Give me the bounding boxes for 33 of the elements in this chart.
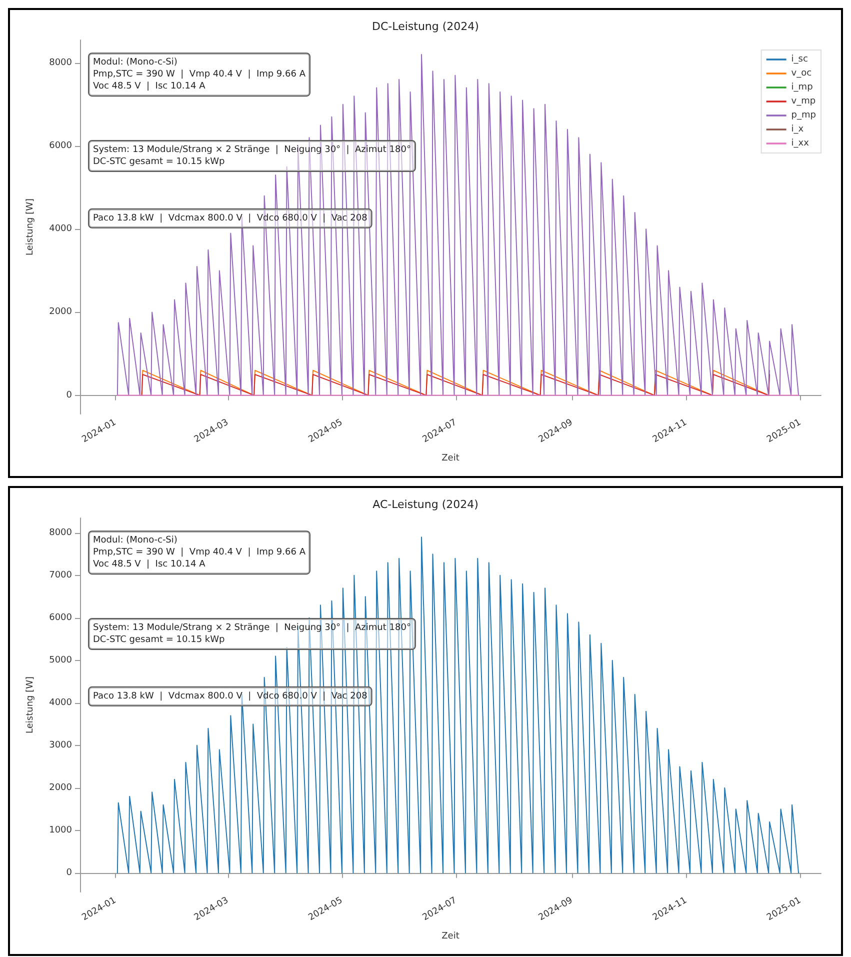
annotation: System: 13 Module/Strang × 2 Stränge | Neigung 30° | Azimut 180° DC-STC gesamt = 10.15 kWp xyxy=(93,623,411,645)
annotation: Paco 13.8 kW | Vdcmax 800.0 V | Vdco 680.0 V | Vac 208 xyxy=(93,691,368,702)
y-tick-label: 2000 xyxy=(49,307,72,318)
annotation: Modul: (Mono-c-Si) Pmp,STC = 390 W | Vmp 40.4 V | Imp 9.66 A Voc 48.5 V | Isc 10.14 A xyxy=(93,58,306,92)
legend-label: v_mp xyxy=(791,96,816,106)
y-tick-label: 1000 xyxy=(49,825,72,836)
y-tick-label: 0 xyxy=(66,390,72,400)
chart-title: AC-Leistung (2024) xyxy=(372,498,478,511)
y-axis-title: Leistung [W] xyxy=(26,676,36,734)
y-tick-label: 0 xyxy=(66,868,72,878)
y-tick-label: 2000 xyxy=(49,782,72,793)
legend-label: i_sc xyxy=(791,54,808,64)
legend-label: p_mp xyxy=(791,110,816,120)
x-axis-title: Zeit xyxy=(442,454,460,464)
annotation: Modul: (Mono-c-Si) Pmp,STC = 390 W | Vmp 40.4 V | Imp 9.66 A Voc 48.5 V | Isc 10.14 A xyxy=(93,536,306,570)
y-tick-label: 4000 xyxy=(49,698,72,708)
legend-label: i_mp xyxy=(791,82,814,92)
y-tick-label: 7000 xyxy=(49,570,72,580)
y-tick-label: 6000 xyxy=(49,612,72,623)
y-tick-label: 8000 xyxy=(49,58,72,68)
y-tick-label: 3000 xyxy=(49,740,72,750)
x-axis-title: Zeit xyxy=(442,932,460,942)
legend-label: v_oc xyxy=(791,68,812,78)
chart-title: DC-Leistung (2024) xyxy=(372,20,479,33)
legend-label: i_x xyxy=(791,124,804,134)
y-tick-label: 6000 xyxy=(49,140,72,151)
annotation: Paco 13.8 kW | Vdcmax 800.0 V | Vdco 680.0 V | Vac 208 xyxy=(93,213,368,224)
legend-label: i_xx xyxy=(791,138,810,148)
y-axis-title: Leistung [W] xyxy=(26,198,36,256)
y-tick-label: 5000 xyxy=(49,655,72,666)
y-tick-label: 4000 xyxy=(49,224,72,234)
annotation: System: 13 Module/Strang × 2 Stränge | Neigung 30° | Azimut 180° DC-STC gesamt = 10.15 kWp xyxy=(93,145,411,167)
y-tick-label: 8000 xyxy=(49,528,72,538)
